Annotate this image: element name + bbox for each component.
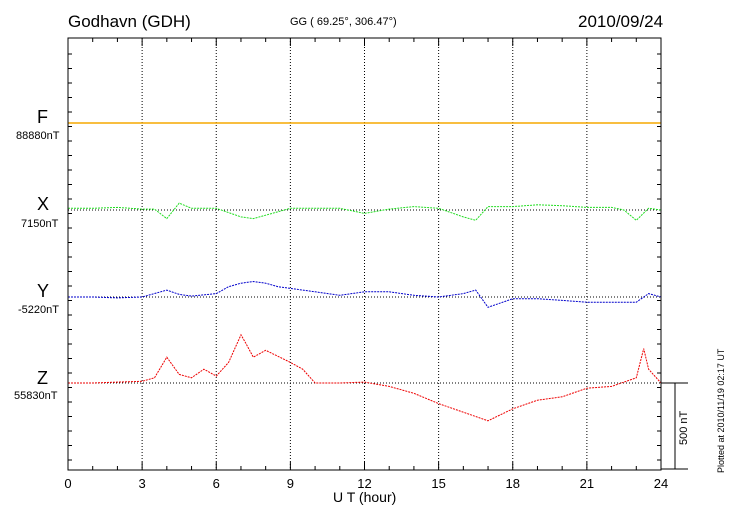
x-tick-label: 6 bbox=[213, 476, 220, 491]
x-tick-label: 0 bbox=[64, 476, 71, 491]
series-x-line bbox=[68, 202, 662, 221]
station-title: Godhavn (GDH) bbox=[68, 12, 191, 31]
component-y-baseline: -5220nT bbox=[18, 304, 59, 316]
component-x-baseline: 7150nT bbox=[21, 218, 59, 230]
component-f-label: F bbox=[37, 107, 48, 127]
plotted-timestamp: Plotted at 2010/11/19 02:17 UT bbox=[716, 348, 726, 473]
station-coordinates: GG ( 69.25°, 306.47°) bbox=[290, 16, 397, 28]
x-tick-label: 9 bbox=[287, 476, 294, 491]
x-tick-labels: 0 3 6 9 12 15 18 21 24 bbox=[64, 476, 668, 491]
x-tick-label: 21 bbox=[580, 476, 594, 491]
component-z-baseline: 55830nT bbox=[14, 390, 58, 402]
series-z-line bbox=[68, 333, 662, 422]
x-tick-label: 18 bbox=[506, 476, 520, 491]
series-y-line bbox=[68, 280, 662, 308]
component-y-label: Y bbox=[37, 281, 50, 301]
grid bbox=[141, 38, 588, 470]
axis-ticks bbox=[67, 38, 662, 470]
x-tick-label: 12 bbox=[357, 476, 371, 491]
x-tick-label: 24 bbox=[654, 476, 668, 491]
component-z-label: Z bbox=[37, 368, 48, 388]
scale-bar bbox=[661, 382, 688, 470]
x-tick-label: 3 bbox=[139, 476, 146, 491]
x-axis-label: U T (hour) bbox=[333, 489, 397, 505]
series bbox=[68, 122, 662, 422]
scale-bar-label: 500 nT bbox=[678, 410, 690, 445]
plot-date: 2010/09/24 bbox=[578, 12, 664, 31]
component-f-baseline: 88880nT bbox=[16, 130, 60, 142]
component-x-label: X bbox=[37, 194, 50, 214]
x-tick-label: 15 bbox=[431, 476, 445, 491]
